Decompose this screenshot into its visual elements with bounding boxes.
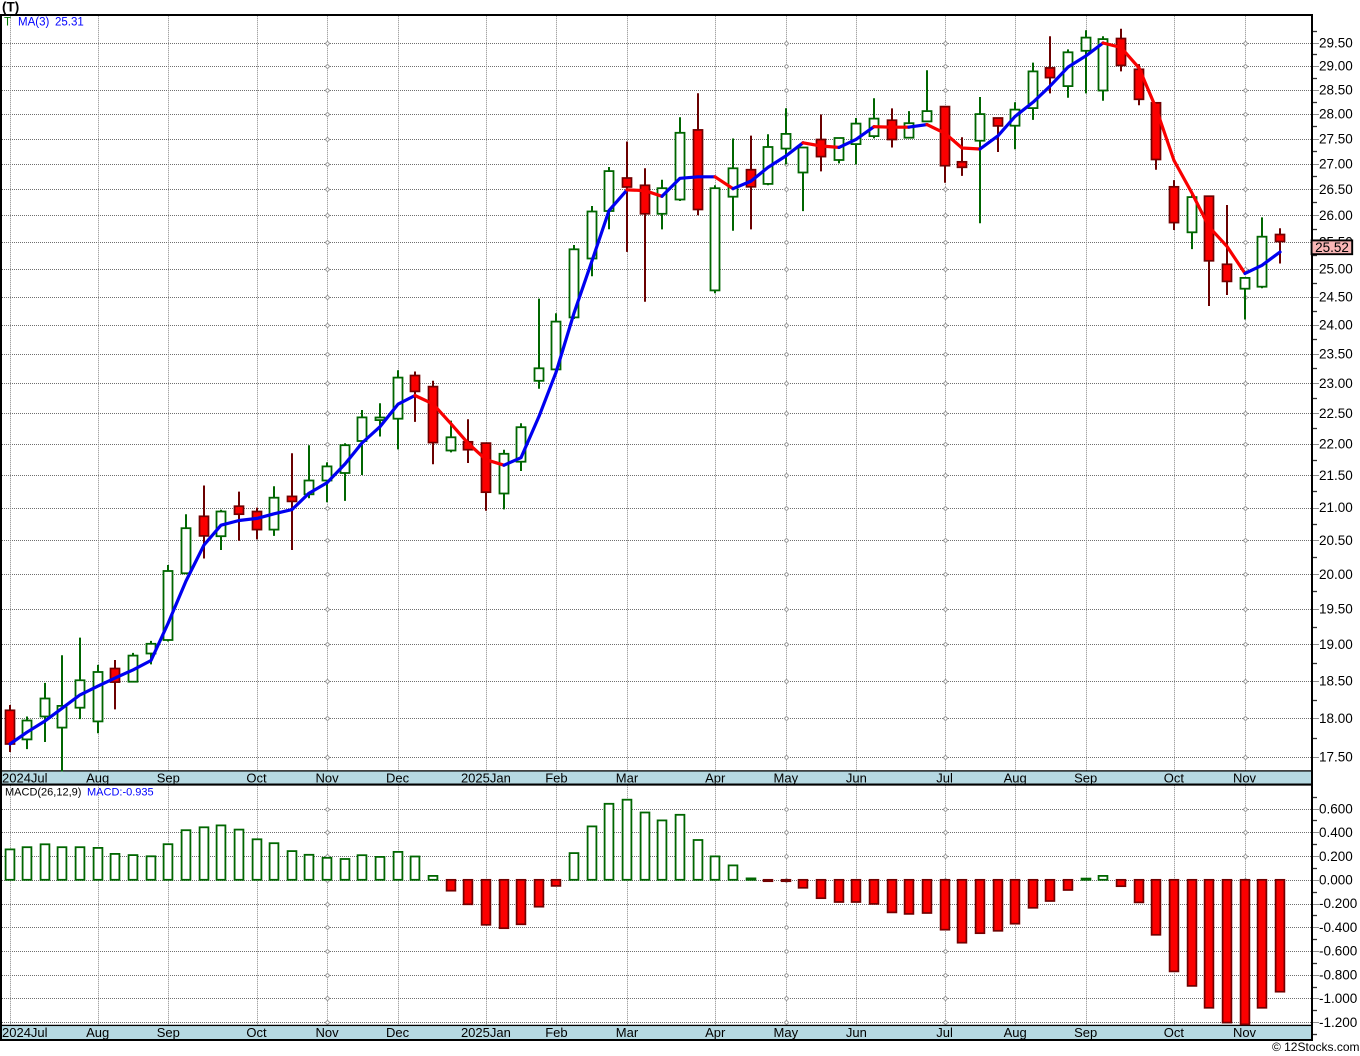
svg-text:0.000: 0.000 (1319, 873, 1353, 888)
svg-text:18.50: 18.50 (1319, 674, 1353, 689)
svg-text:Oct: Oct (246, 1025, 267, 1040)
svg-text:Aug: Aug (86, 770, 109, 785)
svg-text:Aug: Aug (86, 1025, 109, 1040)
svg-text:17.50: 17.50 (1319, 750, 1353, 765)
svg-text:Feb: Feb (545, 770, 567, 785)
svg-text:2025Jan: 2025Jan (461, 770, 511, 785)
svg-text:Mar: Mar (616, 1025, 639, 1040)
svg-text:18.00: 18.00 (1319, 711, 1353, 726)
svg-text:Jul: Jul (936, 1025, 953, 1040)
svg-text:21.00: 21.00 (1319, 500, 1353, 515)
svg-text:Oct: Oct (1164, 1025, 1185, 1040)
svg-text:-0.600: -0.600 (1319, 944, 1357, 959)
svg-text:-0.200: -0.200 (1319, 896, 1357, 911)
svg-text:29.00: 29.00 (1319, 59, 1353, 74)
svg-text:Sep: Sep (1074, 770, 1097, 785)
svg-text:Apr: Apr (705, 1025, 726, 1040)
svg-text:25.31: 25.31 (55, 17, 84, 29)
svg-text:-1.200: -1.200 (1319, 1015, 1357, 1030)
svg-text:28.50: 28.50 (1319, 82, 1353, 97)
svg-text:0.400: 0.400 (1319, 825, 1353, 840)
svg-text:-0.400: -0.400 (1319, 920, 1357, 935)
svg-text:29.50: 29.50 (1319, 35, 1353, 50)
svg-text:Nov: Nov (316, 770, 340, 785)
svg-text:© 12Stocks.com: © 12Stocks.com (1272, 1040, 1360, 1054)
svg-text:25.52: 25.52 (1315, 240, 1349, 255)
svg-text:20.00: 20.00 (1319, 567, 1353, 582)
svg-text:21.50: 21.50 (1319, 468, 1353, 483)
svg-text:19.50: 19.50 (1319, 602, 1353, 617)
svg-text:Oct: Oct (1164, 770, 1185, 785)
svg-text:28.00: 28.00 (1319, 107, 1353, 122)
svg-text:Aug: Aug (1004, 1025, 1027, 1040)
svg-text:Jun: Jun (846, 770, 867, 785)
svg-text:24.50: 24.50 (1319, 289, 1353, 304)
svg-text:0.600: 0.600 (1319, 801, 1353, 816)
svg-text:2024Jul: 2024Jul (2, 1025, 48, 1040)
svg-text:T: T (4, 17, 11, 29)
svg-text:Nov: Nov (1233, 770, 1257, 785)
svg-text:MACD:-0.935: MACD:-0.935 (87, 787, 154, 799)
svg-text:Nov: Nov (1233, 1025, 1257, 1040)
svg-text:26.50: 26.50 (1319, 182, 1353, 197)
svg-text:Nov: Nov (316, 1025, 340, 1040)
svg-text:MACD(26,12,9): MACD(26,12,9) (5, 787, 81, 799)
svg-text:2025Jan: 2025Jan (461, 1025, 511, 1040)
svg-text:Dec: Dec (386, 1025, 410, 1040)
svg-text:Sep: Sep (157, 770, 180, 785)
svg-text:Dec: Dec (386, 770, 410, 785)
svg-text:-1.000: -1.000 (1319, 991, 1357, 1006)
svg-text:20.50: 20.50 (1319, 533, 1353, 548)
svg-text:22.50: 22.50 (1319, 406, 1353, 421)
svg-text:Oct: Oct (246, 770, 267, 785)
svg-text:19.00: 19.00 (1319, 637, 1353, 652)
svg-text:May: May (774, 1025, 799, 1040)
svg-text:27.50: 27.50 (1319, 131, 1353, 146)
svg-text:23.50: 23.50 (1319, 346, 1353, 361)
svg-text:27.00: 27.00 (1319, 156, 1353, 171)
svg-text:Jun: Jun (846, 1025, 867, 1040)
svg-text:23.00: 23.00 (1319, 376, 1353, 391)
svg-text:24.00: 24.00 (1319, 318, 1353, 333)
svg-text:0.200: 0.200 (1319, 849, 1353, 864)
svg-text:22.00: 22.00 (1319, 437, 1353, 452)
svg-text:25.00: 25.00 (1319, 262, 1353, 277)
svg-text:2024Jul: 2024Jul (2, 770, 48, 785)
svg-text:Feb: Feb (545, 1025, 567, 1040)
svg-text:MA(3): MA(3) (18, 17, 49, 29)
svg-text:May: May (774, 770, 799, 785)
svg-text:Sep: Sep (1074, 1025, 1097, 1040)
svg-text:26.00: 26.00 (1319, 208, 1353, 223)
svg-text:Jul: Jul (936, 770, 953, 785)
svg-text:-0.800: -0.800 (1319, 968, 1357, 983)
svg-text:Mar: Mar (616, 770, 639, 785)
svg-text:Apr: Apr (705, 770, 726, 785)
svg-text:(T): (T) (2, 0, 19, 15)
svg-text:Aug: Aug (1004, 770, 1027, 785)
svg-text:Sep: Sep (157, 1025, 180, 1040)
